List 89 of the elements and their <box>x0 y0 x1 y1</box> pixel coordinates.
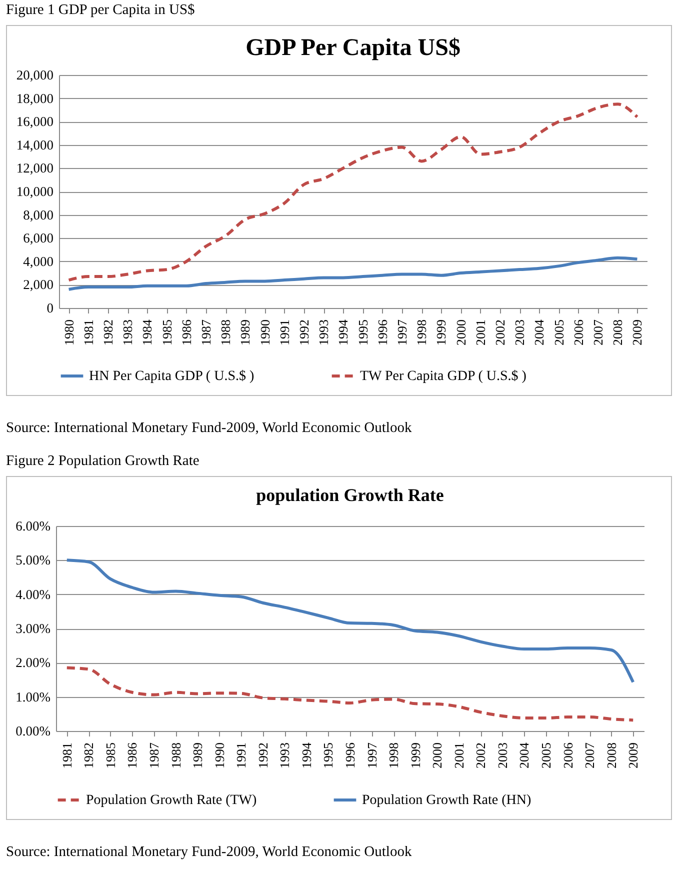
y-tick-label: 16,000 <box>16 114 54 130</box>
y-tick-label: 5.00% <box>16 552 50 568</box>
chart-title: GDP Per Capita US$ <box>246 35 460 61</box>
x-tick-label: 1985 <box>102 742 118 768</box>
y-tick-label: 20,000 <box>16 68 54 82</box>
x-tick-label: 1990 <box>257 320 272 346</box>
x-tick-label: 2007 <box>582 742 598 768</box>
x-tick-label: 2009 <box>626 742 641 768</box>
x-tick-label: 1984 <box>140 319 155 346</box>
y-tick-label: 14,000 <box>16 137 54 152</box>
source-note: Source: International Monetary Fund-2009, World Economic Outlook <box>6 420 413 437</box>
y-tick-label: 18,000 <box>16 90 54 106</box>
x-tick-label: 2008 <box>610 320 626 346</box>
x-tick-label: 1982 <box>81 742 96 768</box>
x-tick-label: 2004 <box>516 742 532 768</box>
line-series <box>65 558 635 684</box>
x-tick-label: 1993 <box>316 320 332 346</box>
x-tick-label: 1982 <box>100 320 116 346</box>
y-tick-label: 2,000 <box>23 277 54 292</box>
caption: Figure 2 Population Growth Rate <box>6 453 200 470</box>
x-tick-label: 2004 <box>532 319 547 346</box>
x-tick-label: 2003 <box>512 320 528 346</box>
y-tick-label: 0 <box>46 300 54 316</box>
x-tick-label: 2006 <box>570 319 586 346</box>
x-tick-label: 1996 <box>374 319 390 346</box>
x-tick-label: 2000 <box>453 320 468 346</box>
y-tick-label: 8,000 <box>23 207 54 222</box>
y-tick-label: 6,000 <box>23 230 54 246</box>
x-tick-label: 1994 <box>336 319 351 346</box>
chart-title: population Growth Rate <box>256 485 444 505</box>
x-tick-label: 1998 <box>386 742 402 768</box>
x-tick-label: 1994 <box>298 742 314 768</box>
legend-label: TW Per Capita GDP ( U.S.$ ) <box>360 369 527 384</box>
x-tick-label: 1995 <box>320 742 336 768</box>
line-series <box>67 256 639 291</box>
x-tick-label: 1992 <box>296 320 312 346</box>
x-tick-label: 1997 <box>394 319 410 346</box>
x-tick-label: 2005 <box>538 742 554 768</box>
x-tick-label: 2001 <box>472 320 488 346</box>
x-tick-label: 1981 <box>80 320 96 346</box>
x-tick-label: 1988 <box>218 320 234 346</box>
x-tick-label: 2005 <box>551 320 566 346</box>
x-tick-label: 2002 <box>492 320 508 346</box>
x-tick-label: 1991 <box>234 742 249 768</box>
x-tick-label: 1999 <box>408 742 423 768</box>
source-note: Source: International Monetary Fund-2009, World Economic Outlook <box>6 844 413 861</box>
y-tick-label: 4,000 <box>23 254 54 269</box>
x-tick-label: 1987 <box>146 742 162 768</box>
x-tick-label: 2007 <box>590 319 606 346</box>
y-tick-label: 6.00% <box>16 518 50 534</box>
legend-label: HN Per Capita GDP ( U.S.$ ) <box>89 369 254 384</box>
x-tick-label: 1997 <box>364 742 380 768</box>
legend-label: Population Growth Rate (HN) <box>362 793 532 808</box>
x-tick-label: 1986 <box>124 742 140 768</box>
x-tick-label: 2001 <box>451 742 466 768</box>
x-tick-label: 2000 <box>430 742 445 768</box>
y-tick-label: 12,000 <box>16 160 54 176</box>
x-tick-label: 1983 <box>120 320 136 346</box>
caption: Figure 1 GDP per Capita in US$ <box>6 2 196 19</box>
line-series <box>65 666 635 722</box>
x-tick-label: 1985 <box>159 320 174 346</box>
x-tick-label: 2008 <box>604 742 619 768</box>
y-tick-label: 0.00% <box>16 724 50 738</box>
x-tick-label: 1989 <box>190 742 206 768</box>
line-series <box>67 102 639 282</box>
y-tick-label: 2.00% <box>16 655 50 670</box>
x-tick-label: 1988 <box>168 742 184 768</box>
x-tick-label: 1998 <box>414 320 430 346</box>
x-tick-label: 1986 <box>178 319 194 346</box>
x-tick-label: 2006 <box>560 742 576 768</box>
x-tick-label: 2002 <box>473 742 488 768</box>
y-tick-label: 4.00% <box>16 586 50 602</box>
x-tick-label: 1989 <box>238 320 253 346</box>
y-tick-label: 10,000 <box>16 184 54 199</box>
y-tick-label: 1.00% <box>16 689 50 704</box>
x-tick-label: 1996 <box>342 742 358 768</box>
x-tick-label: 1987 <box>198 319 214 346</box>
x-tick-label: 1992 <box>255 742 270 768</box>
x-tick-label: 1980 <box>61 320 76 346</box>
x-tick-label: 1995 <box>355 320 370 346</box>
x-tick-label: 1993 <box>277 742 292 768</box>
x-tick-label: 1981 <box>59 742 74 768</box>
x-tick-label: 1991 <box>276 320 292 346</box>
y-tick-label: 3.00% <box>16 621 50 636</box>
x-tick-label: 2009 <box>630 320 645 346</box>
x-tick-label: 2003 <box>494 742 510 768</box>
legend-label: Population Growth Rate (TW) <box>86 793 258 808</box>
x-tick-label: 1999 <box>434 320 449 346</box>
x-tick-label: 1990 <box>212 742 227 768</box>
